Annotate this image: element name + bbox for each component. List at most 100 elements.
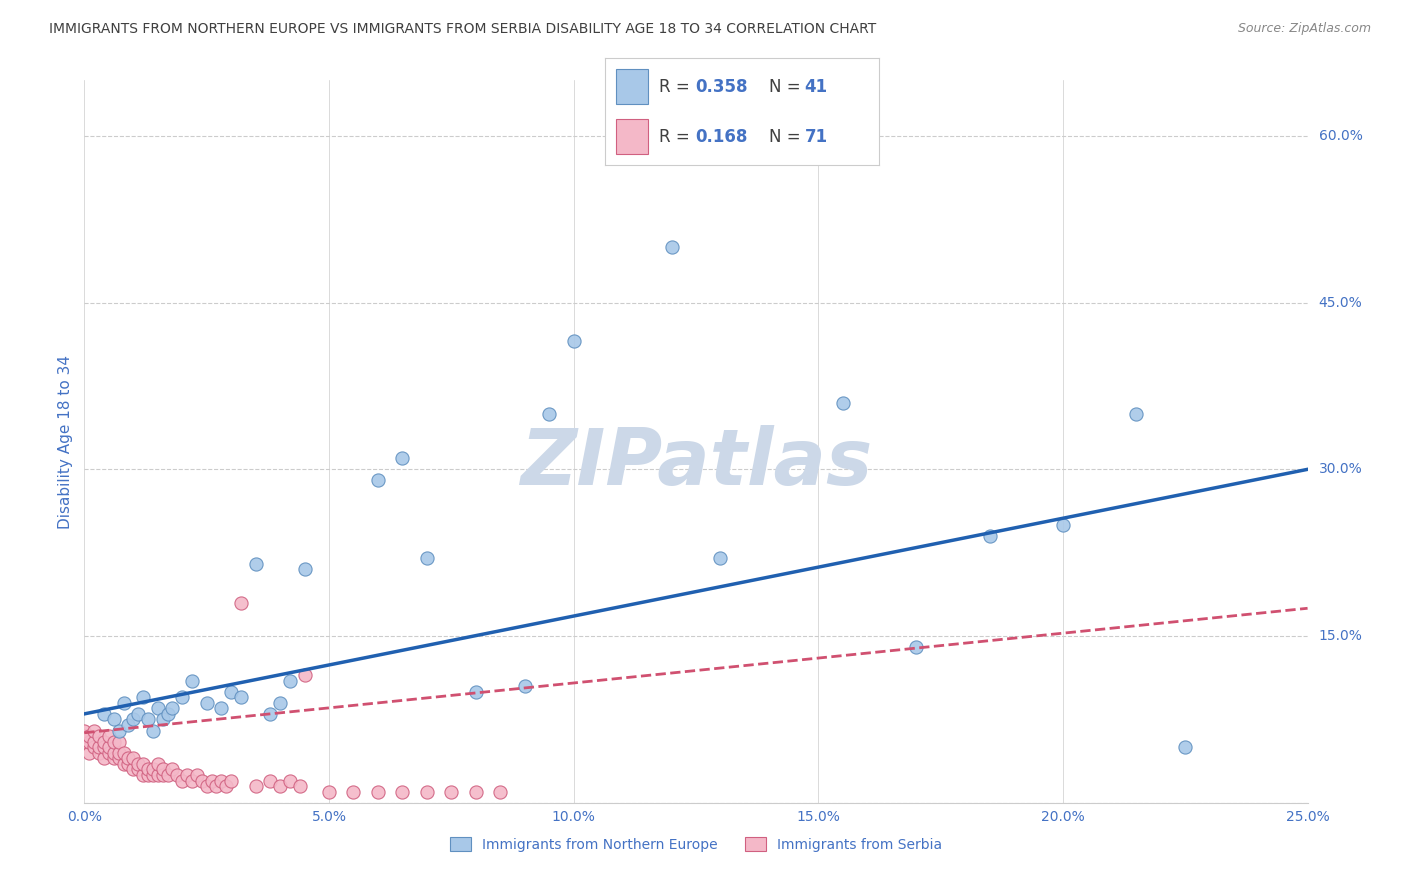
Bar	[616, 119, 648, 154]
Point	[538, 407, 561, 421]
Point	[278, 673, 301, 688]
Text: 41: 41	[804, 78, 828, 95]
Point	[186, 768, 208, 782]
Point	[73, 723, 96, 738]
Point	[205, 779, 228, 793]
Text: ZIPatlas: ZIPatlas	[520, 425, 872, 501]
Point	[93, 706, 115, 721]
Point	[259, 706, 281, 721]
Point	[127, 756, 149, 771]
Point	[136, 713, 159, 727]
Point	[142, 723, 165, 738]
Text: N =: N =	[769, 78, 806, 95]
Point	[562, 334, 585, 349]
Point	[103, 751, 125, 765]
Point	[127, 706, 149, 721]
Point	[464, 684, 486, 698]
Point	[77, 729, 100, 743]
Point	[1174, 740, 1197, 755]
Point	[172, 773, 194, 788]
Bar	[616, 69, 648, 104]
Text: 0.358: 0.358	[695, 78, 748, 95]
Point	[709, 551, 731, 566]
Point	[612, 151, 634, 165]
Point	[831, 395, 853, 409]
Text: 0.168: 0.168	[695, 128, 748, 146]
Point	[136, 763, 159, 777]
Point	[416, 785, 439, 799]
Point	[200, 773, 222, 788]
Point	[278, 773, 301, 788]
Point	[245, 557, 267, 571]
Point	[103, 713, 125, 727]
Point	[1125, 407, 1147, 421]
Point	[122, 763, 145, 777]
Point	[156, 706, 179, 721]
Point	[146, 756, 169, 771]
Point	[146, 768, 169, 782]
Point	[93, 734, 115, 748]
Point	[132, 690, 155, 705]
Point	[259, 773, 281, 788]
Point	[97, 746, 120, 760]
Point	[367, 785, 389, 799]
Point	[215, 779, 238, 793]
Y-axis label: Disability Age 18 to 34: Disability Age 18 to 34	[58, 354, 73, 529]
Point	[112, 756, 135, 771]
Point	[112, 746, 135, 760]
Point	[229, 690, 252, 705]
Point	[176, 768, 198, 782]
Point	[107, 751, 129, 765]
Point	[269, 696, 291, 710]
Point	[117, 751, 139, 765]
Point	[294, 562, 316, 576]
Point	[219, 684, 242, 698]
Point	[117, 756, 139, 771]
Point	[440, 785, 463, 799]
Point	[294, 668, 316, 682]
Point	[181, 673, 204, 688]
Point	[152, 713, 174, 727]
Point	[391, 451, 413, 466]
Text: IMMIGRANTS FROM NORTHERN EUROPE VS IMMIGRANTS FROM SERBIA DISABILITY AGE 18 TO 3: IMMIGRANTS FROM NORTHERN EUROPE VS IMMIG…	[49, 22, 876, 37]
Point	[195, 779, 218, 793]
Point	[367, 474, 389, 488]
Point	[127, 763, 149, 777]
Point	[142, 763, 165, 777]
Text: N =: N =	[769, 128, 806, 146]
Point	[162, 701, 184, 715]
Point	[93, 740, 115, 755]
Point	[269, 779, 291, 793]
Point	[122, 713, 145, 727]
Text: R =: R =	[659, 128, 696, 146]
Point	[117, 718, 139, 732]
Point	[513, 679, 536, 693]
Point	[103, 746, 125, 760]
Point	[464, 785, 486, 799]
Point	[288, 779, 311, 793]
Point	[87, 746, 110, 760]
Point	[489, 785, 512, 799]
Text: 15.0%: 15.0%	[1319, 629, 1362, 643]
Point	[77, 746, 100, 760]
Point	[83, 723, 105, 738]
Text: 60.0%: 60.0%	[1319, 128, 1362, 143]
Point	[229, 596, 252, 610]
Point	[152, 768, 174, 782]
Point	[112, 696, 135, 710]
Point	[93, 751, 115, 765]
Point	[73, 734, 96, 748]
Point	[87, 729, 110, 743]
Point	[132, 756, 155, 771]
Point	[979, 529, 1001, 543]
Point	[122, 751, 145, 765]
Text: 30.0%: 30.0%	[1319, 462, 1362, 476]
Point	[107, 723, 129, 738]
Point	[156, 768, 179, 782]
Point	[152, 763, 174, 777]
Point	[391, 785, 413, 799]
Point	[83, 740, 105, 755]
Point	[142, 768, 165, 782]
Point	[107, 734, 129, 748]
Point	[209, 701, 232, 715]
